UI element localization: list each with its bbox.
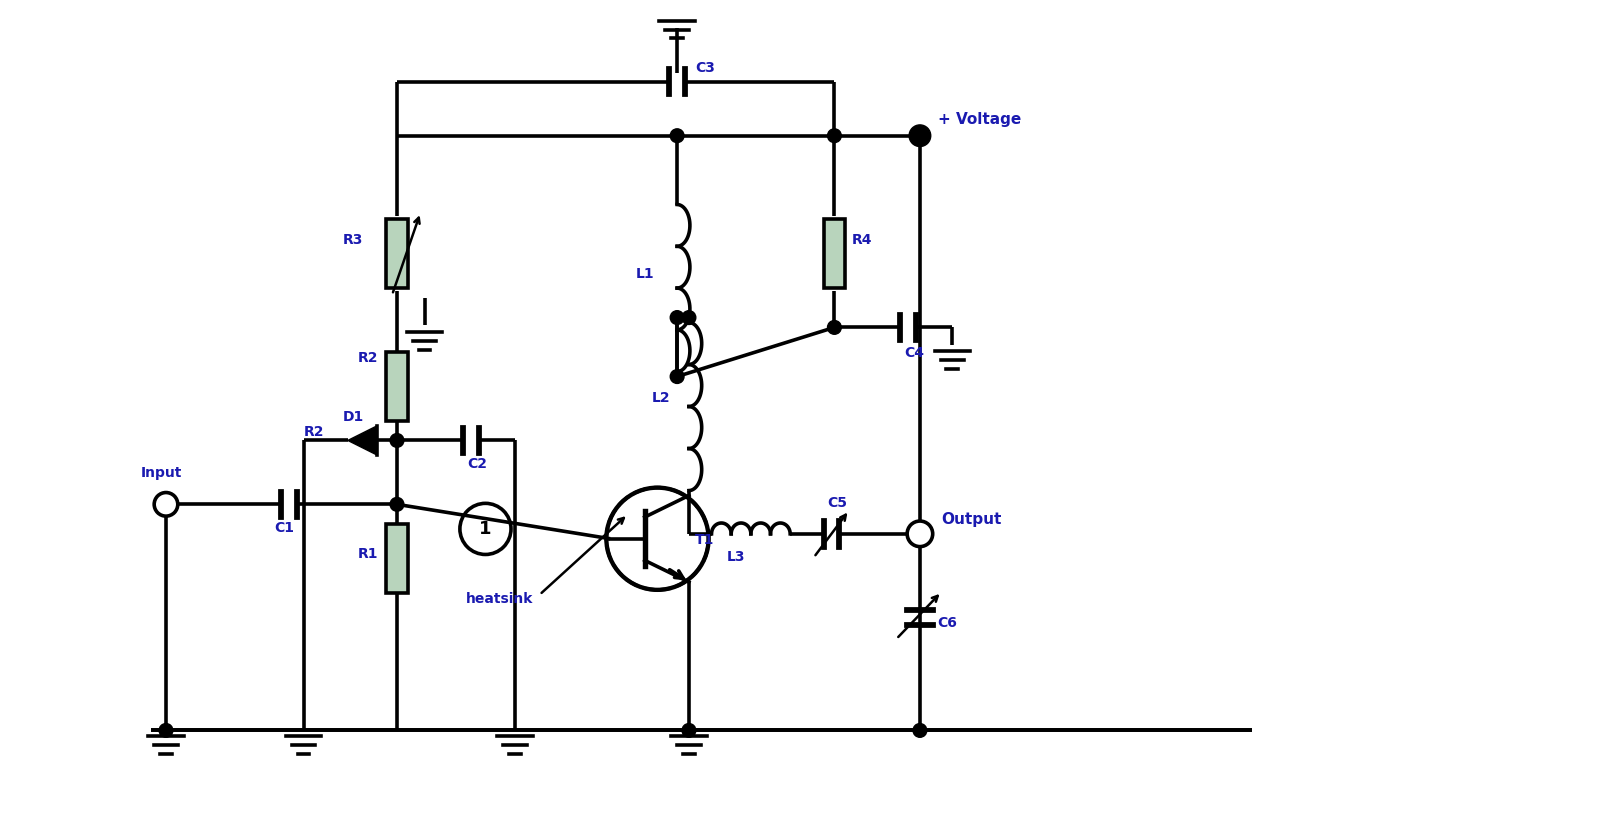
Bar [824, 220, 845, 288]
Text: R2: R2 [358, 351, 378, 365]
Text: C5: C5 [827, 496, 848, 510]
Text: T1: T1 [694, 533, 714, 547]
Bar [386, 524, 408, 592]
Text: C1: C1 [274, 521, 294, 534]
Bar [386, 352, 408, 421]
Circle shape [670, 370, 685, 384]
Text: Output: Output [941, 512, 1002, 527]
Text: heatsink: heatsink [466, 592, 533, 605]
Text: Input: Input [141, 466, 182, 480]
Circle shape [390, 433, 403, 447]
Circle shape [827, 129, 842, 143]
Circle shape [670, 129, 685, 143]
Text: C3: C3 [694, 61, 715, 75]
Circle shape [682, 311, 696, 325]
Text: C6: C6 [938, 616, 957, 630]
Text: D1: D1 [342, 410, 365, 424]
Circle shape [670, 311, 685, 325]
Text: 1: 1 [478, 520, 491, 538]
Text: L2: L2 [651, 391, 670, 405]
Circle shape [914, 724, 926, 738]
Circle shape [606, 488, 709, 590]
Text: R3: R3 [342, 233, 363, 247]
Circle shape [907, 521, 933, 547]
Text: L1: L1 [635, 268, 654, 282]
Text: + Voltage: + Voltage [938, 112, 1021, 127]
Circle shape [390, 498, 403, 511]
Circle shape [827, 321, 842, 335]
Text: C4: C4 [904, 346, 925, 360]
Circle shape [682, 724, 696, 738]
Circle shape [158, 724, 173, 738]
Circle shape [459, 503, 510, 554]
Text: L3: L3 [726, 550, 744, 565]
Polygon shape [347, 426, 378, 455]
Circle shape [909, 125, 931, 147]
Text: R4: R4 [853, 233, 872, 247]
Circle shape [914, 129, 926, 143]
Bar [386, 220, 408, 288]
Text: R1: R1 [358, 548, 378, 561]
Text: R2: R2 [304, 424, 325, 438]
Text: C2: C2 [467, 457, 486, 471]
Circle shape [154, 493, 178, 517]
